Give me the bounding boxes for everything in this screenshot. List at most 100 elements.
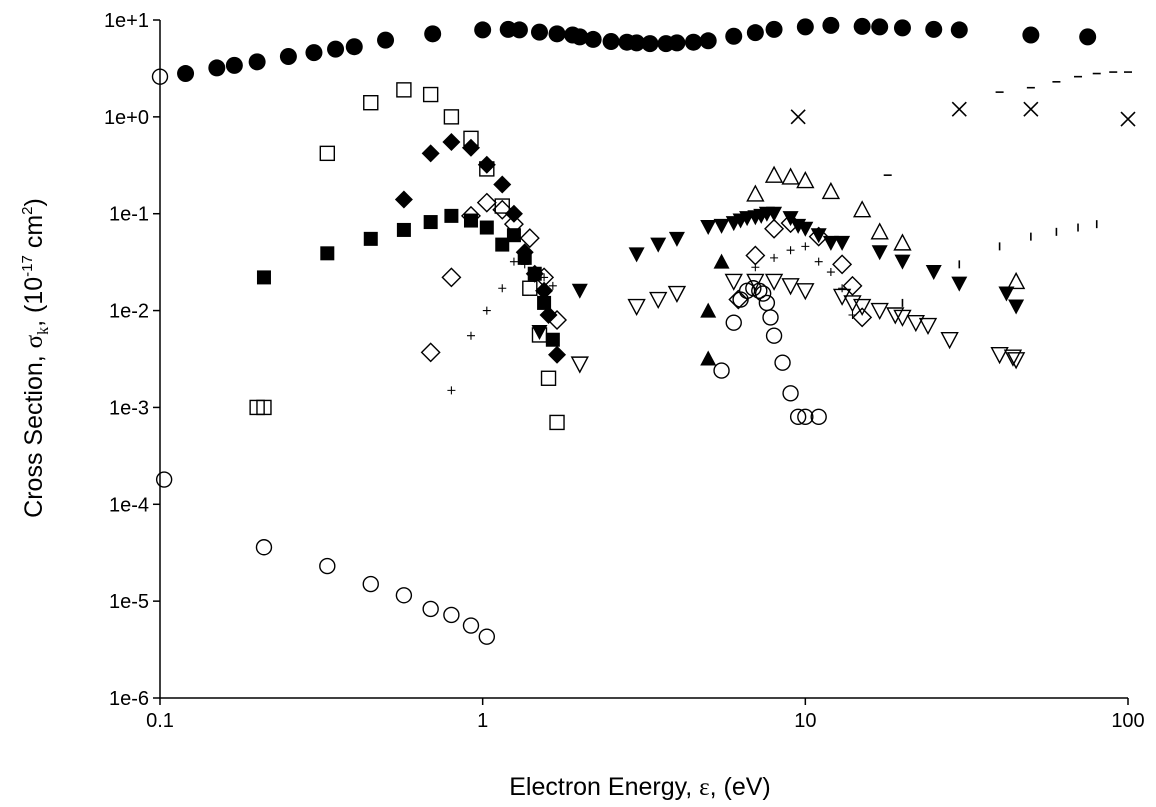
filled-diamond-marker (535, 281, 554, 300)
filled-circle-marker (177, 65, 195, 83)
plus-marker (786, 246, 795, 255)
open-up-triangle-marker (1006, 271, 1026, 290)
open-up-triangle-marker (870, 222, 889, 240)
filled-square-marker (545, 332, 560, 347)
filled-up-triangle-marker (713, 253, 730, 269)
open-up-triangle-marker (796, 171, 815, 189)
open-square-marker (396, 82, 412, 98)
filled-down-triangle-marker (822, 235, 839, 251)
plus-marker (509, 257, 518, 266)
open-down-triangle-marker (627, 298, 646, 317)
filled-circle-marker (746, 24, 764, 42)
filled-diamond-marker (421, 144, 440, 163)
filled-circle-marker (248, 53, 266, 71)
open-square-marker (319, 145, 336, 162)
open-circle-marker (422, 600, 439, 618)
x-tick-label: 1 (477, 710, 488, 732)
open-down-triangle-marker (764, 273, 784, 291)
filled-circle-marker (530, 23, 548, 41)
open-diamond-marker (441, 267, 462, 288)
filled-up-triangle-marker (700, 302, 717, 318)
filled-square-marker (396, 222, 411, 237)
filled-down-triangle-marker (834, 235, 851, 251)
filled-circle-marker (853, 17, 871, 35)
open-down-triangle-marker (1003, 349, 1023, 367)
open-diamond-marker (852, 307, 873, 328)
filled-circle-marker (1079, 28, 1097, 46)
open-diamond-marker (832, 254, 853, 275)
filled-circle-marker (699, 32, 717, 50)
open-circle-marker (255, 539, 273, 556)
filled-down-triangle-marker (782, 211, 799, 227)
open-diamond-marker (519, 228, 540, 249)
filled-circle-marker (725, 27, 743, 45)
filled-circle-marker (602, 32, 620, 50)
open-diamond-marker (420, 342, 441, 363)
filled-down-triangle-marker (797, 221, 814, 237)
open-circle-marker (151, 68, 169, 85)
open-diamond-marker (476, 192, 497, 213)
open-down-triangle-marker (746, 273, 765, 291)
filled-square-marker (463, 213, 478, 228)
open-circle-marker (462, 617, 480, 634)
filled-down-triangle-marker (871, 245, 888, 261)
filled-down-triangle-marker (766, 206, 783, 222)
open-diamond-marker (842, 275, 863, 296)
open-circle-marker (810, 408, 827, 426)
filled-diamond-marker (477, 155, 496, 174)
filled-square-marker (517, 250, 532, 265)
open-circle-marker (758, 294, 776, 312)
open-square-marker (256, 399, 272, 416)
x-tick-label: 10 (794, 710, 816, 732)
x-axis-ticks: 0.1 1 10 100 (146, 698, 1145, 732)
plus-marker (838, 284, 847, 293)
y-tick-label: 1e+1 (104, 10, 149, 32)
filled-down-triangle-marker (951, 276, 968, 292)
plus-marker (482, 306, 491, 315)
filled-circle-marker (822, 16, 840, 34)
filled-circle-marker (377, 31, 395, 49)
plus-marker (530, 266, 539, 275)
filled-circle-marker (424, 25, 442, 43)
plus-marker (548, 281, 557, 290)
filled-circle-marker (474, 21, 492, 39)
open-circle-marker (762, 309, 779, 326)
filled-circle-marker (925, 20, 943, 38)
open-square-marker (549, 414, 565, 431)
filled-circle-marker (548, 25, 566, 43)
filled-circle-marker (584, 30, 602, 48)
open-diamond-marker (745, 245, 766, 266)
open-diamond-marker (534, 267, 555, 288)
open-circle-marker (782, 385, 799, 402)
open-square-marker (363, 95, 379, 111)
filled-square-marker (363, 231, 378, 246)
open-down-triangle-marker (893, 309, 912, 327)
open-down-triangle-marker (843, 295, 862, 313)
open-diamond-marker (728, 289, 749, 310)
open-diamond-marker (547, 309, 568, 330)
x-axis-title: Electron Energy, ε, (eV) (509, 773, 771, 801)
filled-square-marker (537, 295, 552, 310)
filled-down-triangle-marker (894, 254, 911, 270)
y-axis-ticks: 1e-6 1e-5 1e-4 1e-3 1e-2 1e-1 1e+0 1e+1 (104, 10, 160, 710)
open-up-triangle-marker (821, 181, 841, 200)
open-down-triangle-marker (870, 302, 889, 321)
filled-circle-marker (893, 19, 911, 37)
filled-circle-marker (684, 33, 702, 51)
open-circle-marker (478, 628, 496, 645)
open-up-triangle-marker (893, 233, 912, 251)
open-down-triangle-marker (781, 278, 800, 296)
filled-square-marker (423, 215, 438, 230)
filled-down-triangle-marker (531, 325, 548, 341)
filled-diamond-marker (461, 138, 480, 157)
filled-square-marker (506, 228, 521, 243)
open-circle-marker (319, 557, 336, 575)
filled-circle-marker (305, 44, 323, 62)
filled-diamond-marker (442, 133, 461, 152)
open-diamond-marker (492, 199, 513, 220)
filled-down-triangle-marker (571, 283, 588, 299)
filled-down-triangle-marker (713, 218, 730, 234)
open-square-marker (422, 86, 439, 103)
filled-diamond-marker (539, 306, 558, 325)
open-diamond-marker (808, 226, 829, 247)
